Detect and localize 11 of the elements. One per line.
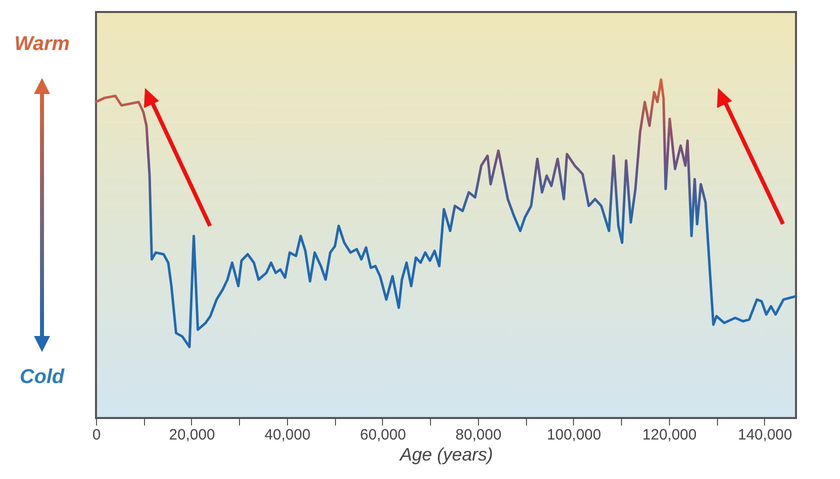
x-tick-label: 20,000 — [169, 426, 215, 444]
x-tick-label: 60,000 — [360, 426, 406, 444]
x-axis-title: Age (years) — [398, 444, 494, 464]
x-tick-label: 100,000 — [546, 426, 602, 444]
text: Cold — [18, 366, 66, 389]
x-tick-label: 140,000 — [738, 426, 792, 444]
x-tick-label: 0 — [92, 426, 101, 444]
x-tick-label: 120,000 — [642, 426, 697, 444]
text: Warm — [13, 33, 71, 56]
x-tick-label: 80,000 — [456, 426, 502, 444]
x-tick-label: 40,000 — [264, 426, 310, 444]
